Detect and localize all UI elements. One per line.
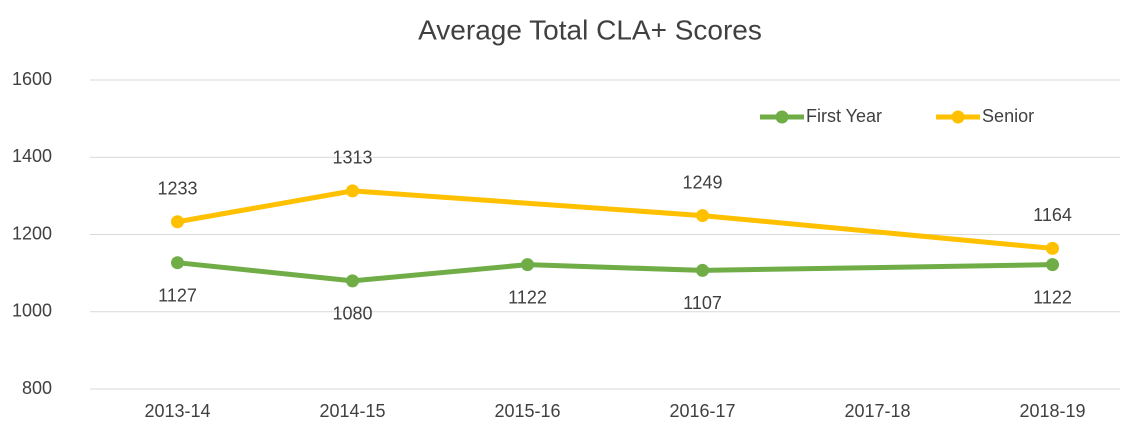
legend-marker — [951, 110, 965, 124]
legend-label: Senior — [982, 106, 1034, 126]
marker — [696, 263, 709, 277]
x-tick-label: 2013-14 — [144, 401, 210, 421]
data-label: 1313 — [332, 148, 372, 168]
marker — [696, 209, 709, 223]
data-label: 1233 — [157, 179, 197, 199]
marker — [171, 256, 184, 270]
marker — [521, 258, 534, 272]
x-tick-label: 2015-16 — [494, 401, 560, 421]
series-line — [175, 188, 355, 225]
x-tick-label: 2017-18 — [844, 401, 910, 421]
data-label: 1127 — [158, 285, 197, 305]
data-label: 1080 — [332, 304, 372, 324]
series-line — [700, 262, 1055, 273]
marker — [1046, 241, 1059, 255]
x-tick-label: 2018-19 — [1019, 401, 1085, 421]
y-tick-label: 800 — [22, 378, 52, 398]
x-tick-label: 2016-17 — [669, 401, 735, 421]
legend-marker — [775, 110, 789, 124]
series-line — [175, 260, 355, 284]
marker — [1046, 258, 1059, 272]
data-label: 1122 — [1033, 287, 1072, 307]
y-tick-label: 1600 — [12, 69, 52, 89]
data-label: 1107 — [683, 293, 722, 313]
marker — [346, 184, 359, 198]
y-tick-label: 1400 — [12, 146, 52, 166]
marker — [171, 215, 184, 229]
legend-label: First Year — [806, 106, 882, 126]
x-tick-label: 2014-15 — [319, 401, 385, 421]
series-line — [350, 188, 705, 219]
data-label: 1249 — [682, 172, 722, 192]
series-line — [700, 213, 1055, 251]
series-line — [350, 262, 530, 284]
series-line — [525, 262, 705, 273]
chart-title: Average Total CLA+ Scores — [418, 14, 762, 45]
marker — [346, 274, 359, 288]
data-label: 1164 — [1033, 205, 1072, 225]
y-tick-label: 1000 — [12, 301, 52, 321]
y-tick-label: 1200 — [12, 223, 52, 243]
data-label: 1122 — [508, 287, 547, 307]
